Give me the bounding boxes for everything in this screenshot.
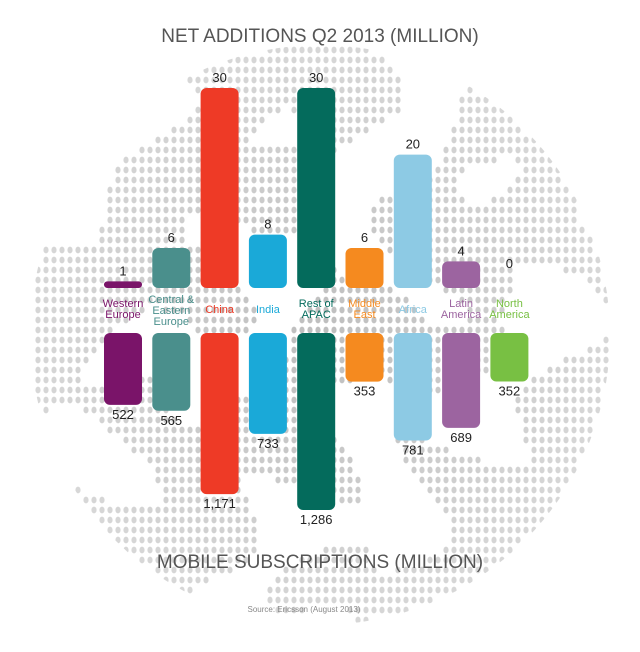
net-additions-label-latin-america: 4 bbox=[457, 243, 464, 258]
subscriptions-label-china: 1,171 bbox=[203, 496, 236, 511]
net-additions-label-north-america: 0 bbox=[506, 256, 513, 271]
subscriptions-label-central-eastern-europe: 565 bbox=[160, 413, 182, 428]
subscriptions-bar-middle-east bbox=[345, 333, 384, 382]
subscriptions-label-rest-of-apac: 1,286 bbox=[300, 512, 333, 527]
net-additions-bar-india bbox=[248, 234, 287, 288]
subscriptions-bar-western-europe bbox=[104, 333, 142, 405]
subscriptions-bar-latin-america bbox=[442, 333, 481, 428]
chart-title: NET ADDITIONS Q2 2013 (MILLION) bbox=[161, 26, 478, 47]
subscriptions-label-africa: 781 bbox=[402, 442, 424, 457]
subscriptions-bar-rest-of-apac bbox=[297, 333, 336, 510]
subscriptions-label-latin-america: 689 bbox=[450, 430, 472, 445]
net-additions-bar-china bbox=[200, 88, 239, 288]
subscriptions-label-middle-east: 353 bbox=[354, 384, 376, 399]
net-additions-label-china: 30 bbox=[212, 70, 226, 85]
net-additions-bar-western-europe bbox=[104, 281, 142, 288]
net-additions-bar-middle-east bbox=[345, 248, 384, 288]
category-label-middle-east: Middle East bbox=[348, 298, 380, 321]
subscriptions-bar-north-america bbox=[490, 333, 529, 382]
subscriptions-bar-africa bbox=[393, 333, 432, 441]
net-additions-bar-latin-america bbox=[442, 261, 481, 288]
source-note: Source: Ericsson (August 2013) bbox=[248, 605, 361, 614]
category-label-western-europe: Western Europe bbox=[103, 298, 144, 321]
globe-background bbox=[35, 46, 609, 624]
net-additions-bar-africa bbox=[393, 154, 432, 288]
subscriptions-bar-china bbox=[200, 333, 239, 495]
subscriptions-label-north-america: 352 bbox=[499, 383, 521, 398]
net-additions-label-africa: 20 bbox=[406, 137, 420, 152]
category-label-china: China bbox=[205, 304, 235, 316]
subscriptions-bar-central-eastern-europe bbox=[152, 333, 191, 411]
net-additions-label-rest-of-apac: 30 bbox=[309, 70, 323, 85]
net-additions-label-western-europe: 1 bbox=[119, 263, 126, 278]
subscriptions-bar-india bbox=[248, 333, 287, 434]
subscriptions-label-western-europe: 522 bbox=[112, 407, 134, 422]
category-label-latin-america: Latin America bbox=[441, 298, 482, 321]
category-label-central-eastern-europe: Central & Eastern Europe bbox=[148, 294, 195, 328]
category-label-india: India bbox=[256, 304, 281, 316]
category-label-rest-of-apac: Rest of APAC bbox=[299, 298, 335, 321]
net-additions-bar-rest-of-apac bbox=[297, 88, 336, 288]
category-label-north-america: North America bbox=[489, 298, 530, 321]
category-label-africa: Africa bbox=[399, 304, 428, 316]
net-additions-label-middle-east: 6 bbox=[361, 230, 368, 245]
net-additions-bar-central-eastern-europe bbox=[152, 248, 191, 288]
net-additions-label-india: 8 bbox=[264, 217, 271, 232]
bars-group: 1 522 Western Europe 6 565 Central & Eastern Eur… bbox=[103, 70, 531, 527]
subscriptions-label-india: 733 bbox=[257, 436, 279, 451]
net-additions-label-central-eastern-europe: 6 bbox=[168, 230, 175, 245]
chart-subtitle: MOBILE SUBSCRIPTIONS (MILLION) bbox=[157, 552, 483, 573]
